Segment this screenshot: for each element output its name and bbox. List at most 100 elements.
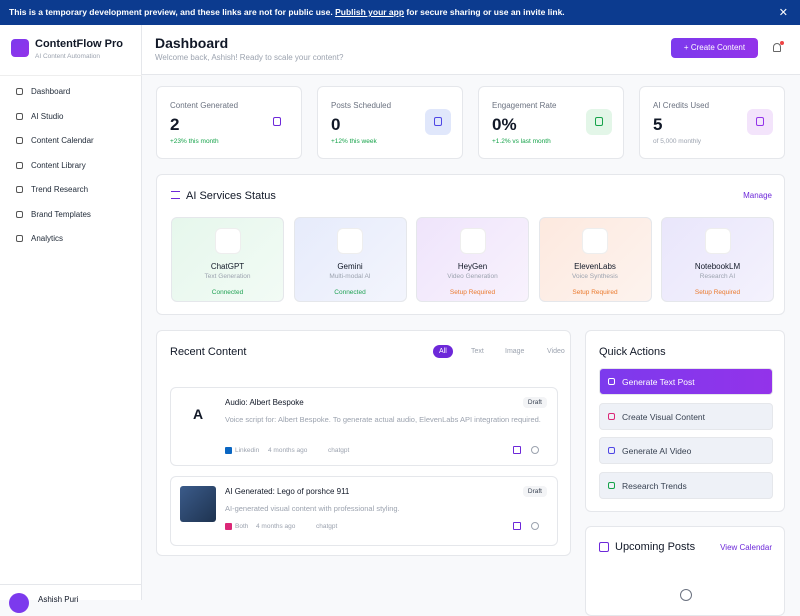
share-button[interactable] [531,522,539,530]
view-calendar-link[interactable]: View Calendar [720,543,772,552]
share-button[interactable] [531,446,539,454]
nav-item[interactable]: Analytics [16,234,63,243]
service-icon [459,228,486,254]
action-label: Research Trends [622,480,687,491]
nav-label: Trend Research [31,185,89,194]
tagline: AI Content Automation [35,53,101,60]
action-icon [608,378,615,385]
content-avatar: A [193,406,204,422]
filter-tab[interactable]: All [433,345,453,358]
platform-icon [225,447,232,454]
service-status: Connected [211,289,244,296]
edit-button[interactable] [513,446,521,454]
nav-item[interactable]: AI Studio [16,112,63,121]
stat-note: +1.2% vs last month [492,138,551,145]
icon [171,191,180,199]
nav-icon [16,235,23,242]
quick-action[interactable]: Generate AI Video [599,437,773,464]
nav-label: Content Calendar [31,136,94,145]
stat-value: 0% [492,115,517,134]
icon-glyph [434,117,442,126]
publish-link[interactable]: Publish your app [335,7,405,17]
edit-button[interactable] [513,522,521,530]
notification-dot [780,41,784,45]
stat-card: AI Credits Used 5 of 5,000 monthly [639,86,785,159]
manage-link[interactable]: Manage [743,191,772,200]
nav-item[interactable]: Dashboard [16,87,70,96]
nav-label: Content Library [31,160,86,170]
nav-label: AI Studio [31,111,64,121]
close-button[interactable]: ✕ [778,7,788,19]
content-item[interactable]: A Audio: Albert Bespoke Draft Voice script … [170,387,558,466]
stat-label: Engagement Rate [492,101,557,110]
service-icon [337,228,363,254]
icon-glyph [273,117,281,126]
service-name: Gemini [337,262,363,271]
nav-item[interactable]: Content Library [16,161,86,170]
service-card[interactable]: HeyGen Video Generation Setup Required [416,217,529,302]
service-name: ChatGPT [210,262,245,271]
stat-icon [264,109,290,135]
platform: Linkedin [235,447,260,454]
nav-item[interactable]: Brand Templates [16,210,91,219]
brand: ContentFlow Pro [35,38,123,50]
stat-card: Content Generated 2 +23% this month [156,86,302,159]
calendar-icon [599,542,609,552]
quick-actions-panel: Quick Actions Generate Text Post Create V… [585,330,785,512]
service-name: HeyGen [457,262,488,271]
nav-icon [16,210,23,218]
header: Dashboard Welcome back, Ashish! Ready to… [142,25,800,75]
bell[interactable] [773,43,781,52]
nav-label: Analytics [31,234,64,243]
service-status: Setup Required [572,289,618,296]
page-title: Dashboard [155,35,229,51]
nav-icon [16,88,23,95]
service-card[interactable]: ElevenLabs Voice Synthesis Setup Required [538,217,652,302]
quick-action[interactable]: Generate Text Post [599,368,773,395]
stat-note: +12% this week [331,138,377,145]
sidebar: ContentFlow Pro AI Content Automation As… [0,25,142,613]
service-desc: Multi-modal AI [329,273,371,280]
subtitle: Welcome back, Ashish! Ready to scale you… [155,53,344,62]
filter-tab[interactable]: Video [547,348,565,355]
content-item[interactable]: AI Generated: Lego of porshce 911 Draft AI… [170,476,558,546]
content-title: AI Generated: Lego of porshce 911 [225,487,350,496]
nav-item[interactable]: Content Calendar [16,136,94,145]
action-icon [608,412,615,420]
filter-tab[interactable]: Image [505,348,525,355]
create-button[interactable]: + Create Content [671,38,758,58]
nav-icon [16,112,23,120]
icon-glyph [756,117,764,126]
quick-action[interactable]: Create Visual Content [599,402,773,430]
time: 4 months ago [268,447,308,454]
service-card[interactable]: NotebookLM Research AI Setup Required [661,217,774,302]
stat-note: +23% this month [170,138,219,145]
nav-item[interactable]: Trend Research [16,185,88,194]
content-badge: Draft [522,397,547,408]
panel-title: Recent Content [170,346,247,358]
stat-label: Content Generated [170,101,239,110]
service-desc: Voice Synthesis [572,273,618,280]
action-label: Create Visual Content [622,411,706,422]
stat-label: Posts Scheduled [331,101,392,110]
panel-title: AI Services Status [186,190,276,202]
button-label: Create Content [690,43,746,52]
stat-icon [747,109,773,135]
action-icon [608,447,615,454]
service-icon [582,228,608,254]
model: chatgpt [328,447,350,454]
user[interactable]: Ashish Puri [0,584,142,613]
quick-action[interactable]: Research Trends [599,471,773,499]
stat-value: 2 [170,115,180,134]
upcoming-panel: Upcoming Posts View Calendar [585,526,785,616]
service-card[interactable]: ChatGPT Text Generation Connected [171,217,284,302]
action-icon [608,481,615,489]
service-card[interactable]: Gemini Multi-modal AI Connected [293,217,407,302]
preview-banner: This is a temporary development preview,… [0,0,800,25]
panel-title: Quick Actions [599,346,666,358]
recent-panel: Recent Content All Text Image Video A Audio: … [156,330,571,556]
filter-tab[interactable]: Text [471,348,484,355]
nav-icon [16,161,23,169]
service-icon [214,228,241,254]
